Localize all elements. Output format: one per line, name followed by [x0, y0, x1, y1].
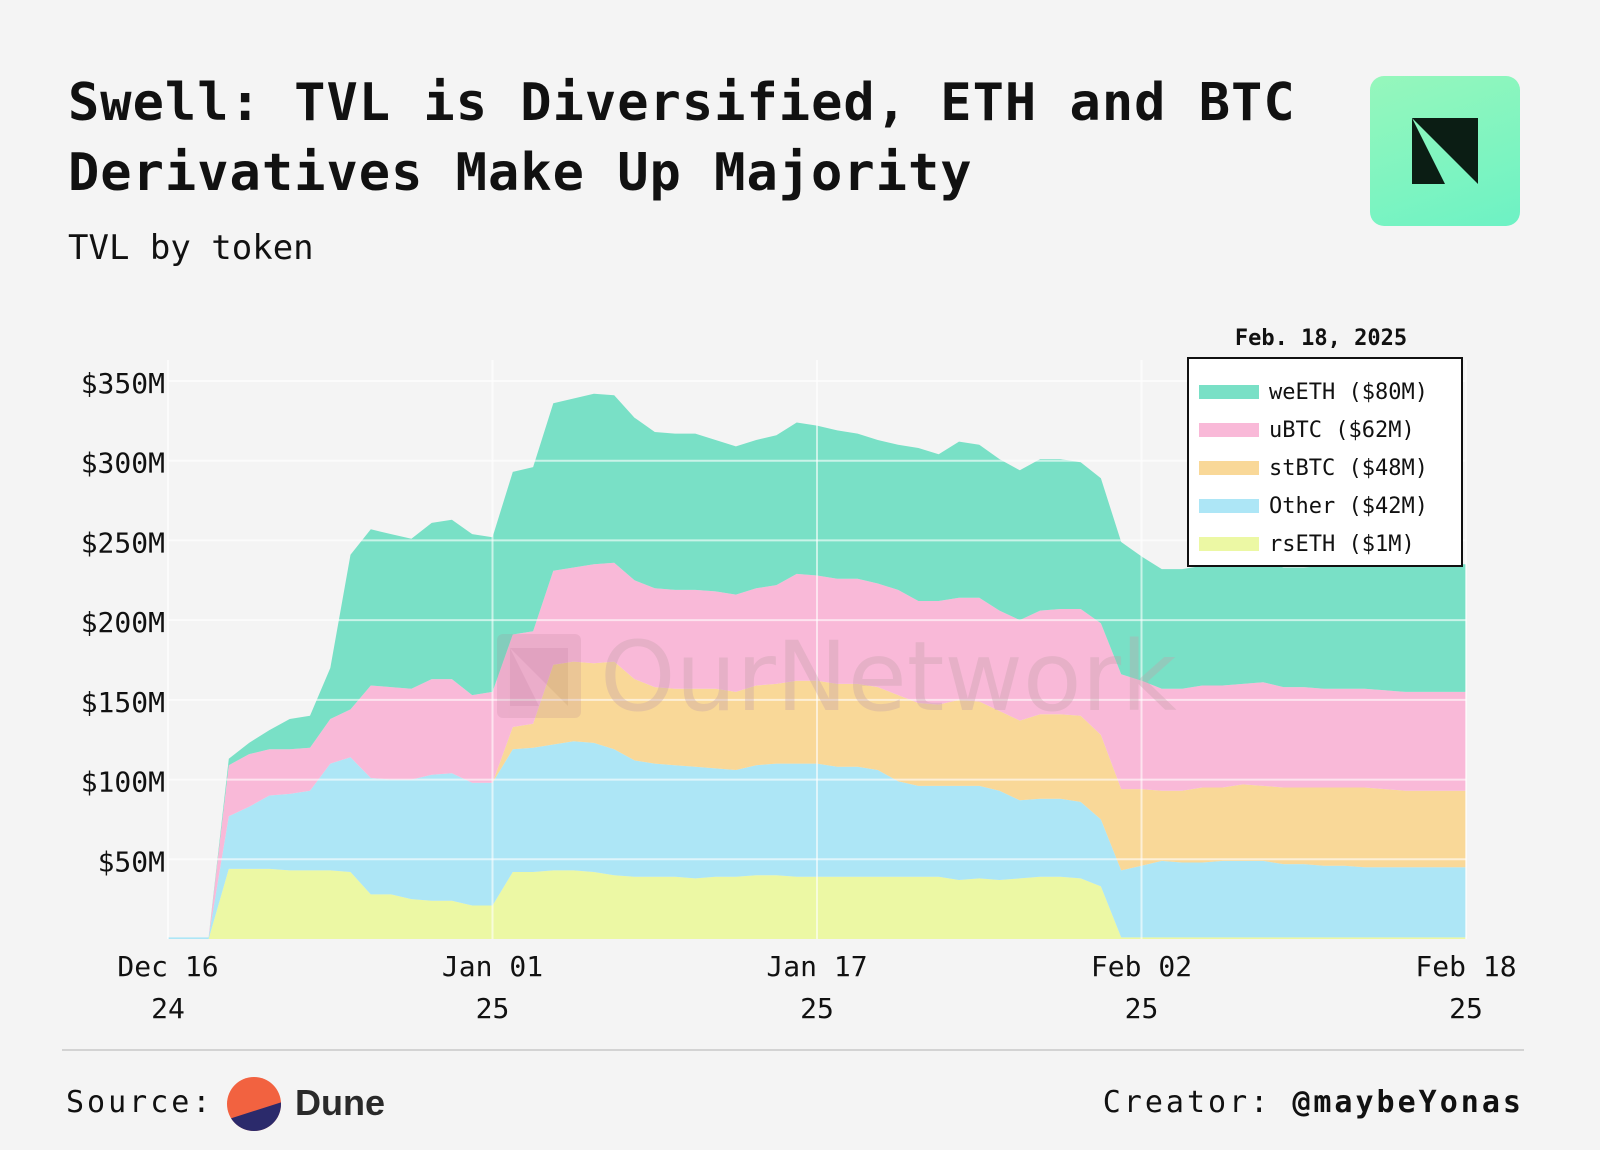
legend: weETH ($80M) uBTC ($62M) stBTC ($48M) Ot…	[1187, 357, 1463, 567]
y-tick-label: $300M	[81, 447, 165, 480]
ournetwork-logo	[1370, 76, 1520, 226]
watermark-text: OurNetwork	[600, 621, 1177, 733]
legend-item: rsETH ($1M)	[1199, 525, 1461, 563]
dune-logo-icon	[227, 1077, 281, 1131]
legend-swatch	[1199, 385, 1259, 399]
creator-handle: @maybeYonas	[1292, 1085, 1524, 1120]
footer-divider	[62, 1049, 1524, 1051]
chart-subtitle: TVL by token	[68, 228, 314, 268]
x-tick-label: Jan 01	[442, 950, 543, 983]
ournetwork-logo-mark-icon	[1412, 118, 1478, 184]
legend-swatch	[1199, 499, 1259, 513]
chart-title: Swell: TVL is Diversified, ETH and BTC D…	[68, 68, 1298, 208]
legend-item: uBTC ($62M)	[1199, 411, 1461, 449]
legend-label: weETH ($80M)	[1269, 379, 1428, 405]
chart-title-bold: Swell:	[68, 73, 262, 133]
y-tick-label: $150M	[81, 686, 165, 719]
source-label: Source:	[66, 1085, 214, 1120]
x-tick-label: Feb 02	[1091, 950, 1192, 983]
y-tick-label: $200M	[81, 606, 165, 639]
legend-item: Other ($42M)	[1199, 487, 1461, 525]
x-tick-label: Jan 17	[766, 950, 867, 983]
legend-item: weETH ($80M)	[1199, 373, 1461, 411]
chart-title-rest: TVL is Diversified, ETH and BTC Derivati…	[68, 73, 1296, 203]
x-tick-label: 25	[1449, 992, 1483, 1025]
source-name: Dune	[295, 1082, 385, 1123]
x-tick-label: 25	[476, 992, 510, 1025]
legend-item: stBTC ($48M)	[1199, 449, 1461, 487]
y-tick-label: $250M	[81, 526, 165, 559]
creator: Creator: @maybeYonas	[1103, 1085, 1524, 1120]
x-tick-label: Feb 18	[1415, 950, 1516, 983]
y-tick-label: $100M	[81, 766, 165, 799]
x-tick-label: Dec 16	[117, 950, 218, 983]
legend-date: Feb. 18, 2025	[1234, 326, 1408, 351]
legend-label: Other ($42M)	[1269, 493, 1428, 519]
legend-label: stBTC ($48M)	[1269, 455, 1428, 481]
y-tick-label: $350M	[81, 367, 165, 400]
y-tick-label: $50M	[98, 845, 165, 878]
legend-swatch	[1199, 537, 1259, 551]
x-tick-label: 25	[1125, 992, 1159, 1025]
legend-label: rsETH ($1M)	[1269, 531, 1415, 557]
x-tick-label: 24	[151, 992, 185, 1025]
legend-label: uBTC ($62M)	[1269, 417, 1415, 443]
x-tick-label: 25	[800, 992, 834, 1025]
creator-label: Creator:	[1102, 1085, 1272, 1120]
legend-swatch	[1199, 461, 1259, 475]
watermark-logo-icon	[497, 634, 581, 718]
legend-swatch	[1199, 423, 1259, 437]
